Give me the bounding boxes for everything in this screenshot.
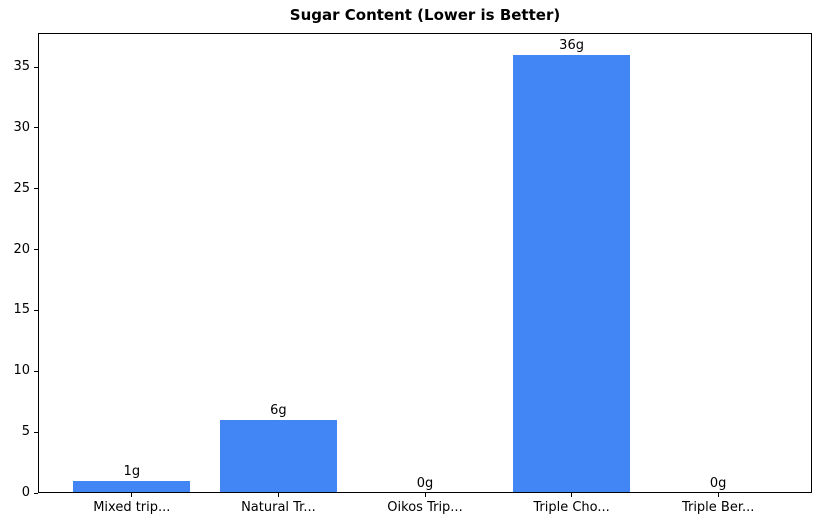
y-tick-mark [34,66,38,68]
bar-value-label: 1g [123,463,141,479]
y-tick-label: 25 [13,180,30,196]
bar-value-label: 0g [416,476,434,491]
y-tick-mark [34,492,38,494]
y-tick-mark [34,370,38,372]
bar-value-label: 36g [559,37,584,53]
bar [512,54,631,493]
x-tick-mark [424,493,426,497]
bar [73,480,191,493]
x-tick-mark [717,493,719,497]
x-axis-label: Oikos Trip... [387,500,463,515]
bar-value-label: 6g [270,402,287,418]
x-axis-label: Mixed trip... [93,500,171,515]
x-tick-mark [571,493,573,497]
y-tick-label: 20 [13,241,30,257]
y-tick-label: 15 [13,302,30,318]
y-tick-label: 0 [21,485,30,500]
bar-value-label: 0g [709,476,727,491]
bar [219,419,338,493]
x-tick-mark [131,493,133,497]
plot-area [38,33,812,493]
y-tick-label: 5 [21,424,30,440]
x-axis-label: Triple Ber... [681,500,755,515]
x-axis-label: Natural Tr... [241,500,316,515]
y-tick-label: 10 [13,363,30,379]
y-tick-mark [34,431,38,433]
x-axis-label: Triple Cho... [533,500,610,515]
y-tick-mark [34,309,38,311]
y-tick-label: 30 [13,119,30,135]
y-tick-mark [34,249,38,251]
y-tick-mark [34,127,38,129]
y-tick-mark [34,188,38,190]
chart-title: Sugar Content (Lower is Better) [289,6,561,24]
x-tick-mark [277,493,279,497]
y-tick-label: 35 [13,59,30,75]
